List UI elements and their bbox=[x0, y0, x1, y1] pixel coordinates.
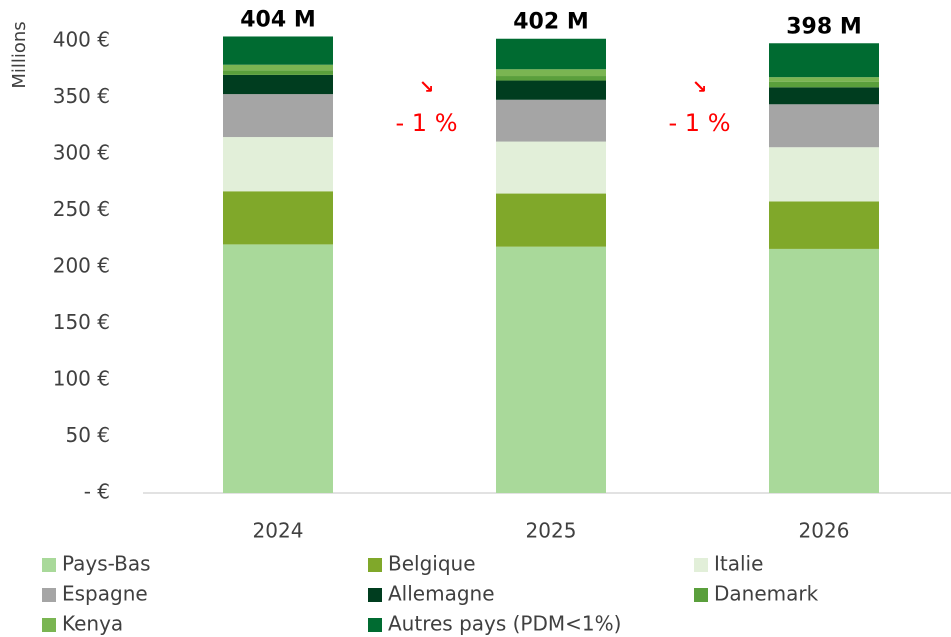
bar-segment bbox=[496, 38, 606, 70]
bar-segment bbox=[496, 99, 606, 142]
legend-swatch bbox=[694, 558, 708, 572]
change-arrow: ↘ bbox=[419, 77, 434, 98]
legend-swatch bbox=[368, 558, 382, 572]
y-tick-label: 250 € bbox=[53, 197, 110, 221]
x-tick-label: 2026 bbox=[799, 519, 850, 543]
bar-segment bbox=[769, 104, 879, 148]
x-tick-label: 2025 bbox=[526, 519, 577, 543]
total-label: 398 M bbox=[786, 14, 861, 39]
legend-swatch bbox=[694, 588, 708, 602]
y-tick-label: 100 € bbox=[53, 367, 110, 391]
bar-segment bbox=[223, 70, 333, 75]
bar-segment bbox=[769, 248, 879, 493]
y-tick-label: 50 € bbox=[65, 423, 110, 447]
bar-segment bbox=[223, 36, 333, 65]
bar-segment bbox=[496, 246, 606, 493]
y-tick-label: 400 € bbox=[53, 28, 110, 52]
y-tick-label: 350 € bbox=[53, 84, 110, 108]
bar-segment bbox=[769, 43, 879, 78]
bar-segment bbox=[769, 147, 879, 202]
change-label: - 1 % bbox=[669, 109, 731, 137]
x-tick-label: 2024 bbox=[253, 519, 304, 543]
bar-segment bbox=[223, 244, 333, 493]
total-label: 402 M bbox=[513, 10, 588, 35]
bar-segment bbox=[496, 141, 606, 194]
legend-swatch bbox=[368, 618, 382, 632]
legend-label: Espagne bbox=[62, 582, 148, 606]
legend-swatch bbox=[42, 588, 56, 602]
legend-label: Allemagne bbox=[388, 582, 495, 606]
y-tick-label: - € bbox=[84, 480, 110, 504]
bar-segment bbox=[223, 137, 333, 192]
change-label: - 1 % bbox=[396, 109, 458, 137]
total-label: 404 M bbox=[240, 7, 315, 32]
legend-label: Danemark bbox=[714, 582, 819, 606]
legend-swatch bbox=[42, 558, 56, 572]
bar-segment bbox=[769, 77, 879, 82]
legend-label: Belgique bbox=[388, 552, 476, 576]
y-tick-label: 150 € bbox=[53, 310, 110, 334]
legend-swatch bbox=[368, 588, 382, 602]
bar-segment bbox=[769, 201, 879, 249]
legend-label: Kenya bbox=[62, 612, 123, 636]
bar-segment bbox=[223, 74, 333, 95]
bar-segment bbox=[223, 94, 333, 138]
legend-label: Autres pays (PDM<1%) bbox=[388, 612, 621, 636]
bar-segment bbox=[496, 69, 606, 77]
bar-segment bbox=[496, 193, 606, 247]
legend-swatch bbox=[42, 618, 56, 632]
legend-label: Pays-Bas bbox=[62, 552, 151, 576]
bar-segment bbox=[769, 87, 879, 105]
bar-segment bbox=[223, 191, 333, 245]
bar-segment bbox=[769, 81, 879, 88]
bar-segment bbox=[496, 80, 606, 100]
y-tick-label: 200 € bbox=[53, 254, 110, 278]
change-arrow: ↘ bbox=[692, 77, 707, 98]
bar-segment bbox=[223, 64, 333, 71]
bar-segment bbox=[496, 76, 606, 81]
y-tick-label: 300 € bbox=[53, 141, 110, 165]
legend-label: Italie bbox=[714, 552, 763, 576]
y-axis-label: Millions bbox=[9, 21, 30, 88]
